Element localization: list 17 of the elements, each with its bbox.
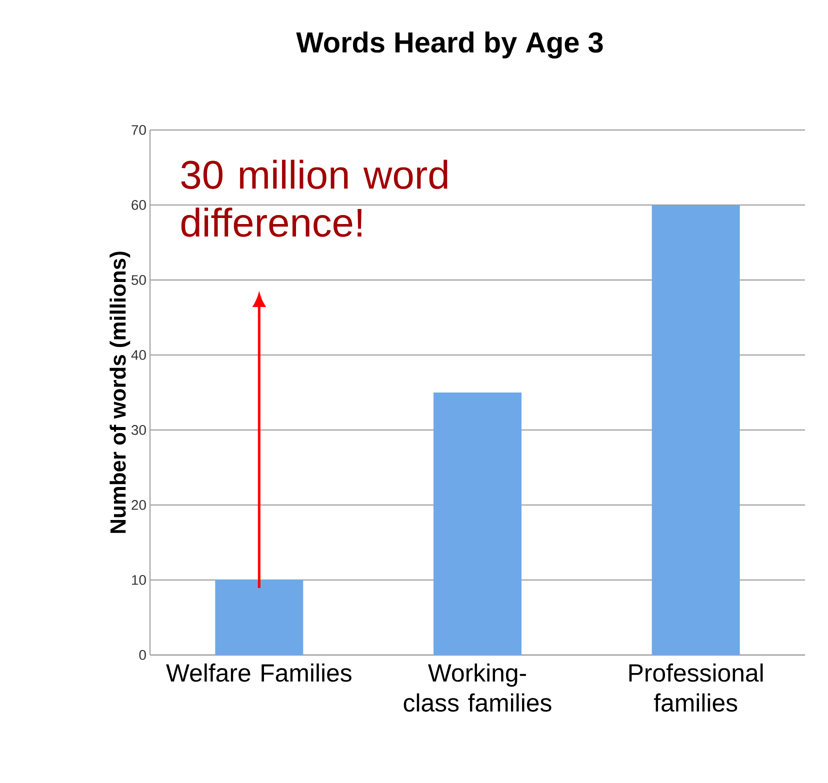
y-tick-label: 70	[132, 125, 146, 135]
chart-title: Words Heard by Age 3	[296, 31, 603, 59]
y-tick-label: 20	[132, 500, 146, 510]
bar	[652, 204, 740, 655]
bar	[434, 392, 522, 655]
x-tick-label: Welfare Families	[166, 664, 352, 682]
bar	[215, 580, 304, 655]
y-tick-label: 50	[132, 275, 146, 285]
y-tick-label: 30	[132, 425, 146, 435]
annotation: 30 million word difference!	[181, 160, 448, 237]
y-tick-label: 0	[139, 650, 146, 660]
y-axis-title: Number of words (millions)	[110, 252, 130, 533]
x-tick-label: Professional families	[629, 664, 763, 712]
y-tick-label: 60	[132, 200, 146, 210]
y-tick-label: 40	[131, 350, 146, 360]
y-tick-label: 10	[132, 575, 146, 585]
x-tick-label: Working-class families	[404, 664, 552, 712]
